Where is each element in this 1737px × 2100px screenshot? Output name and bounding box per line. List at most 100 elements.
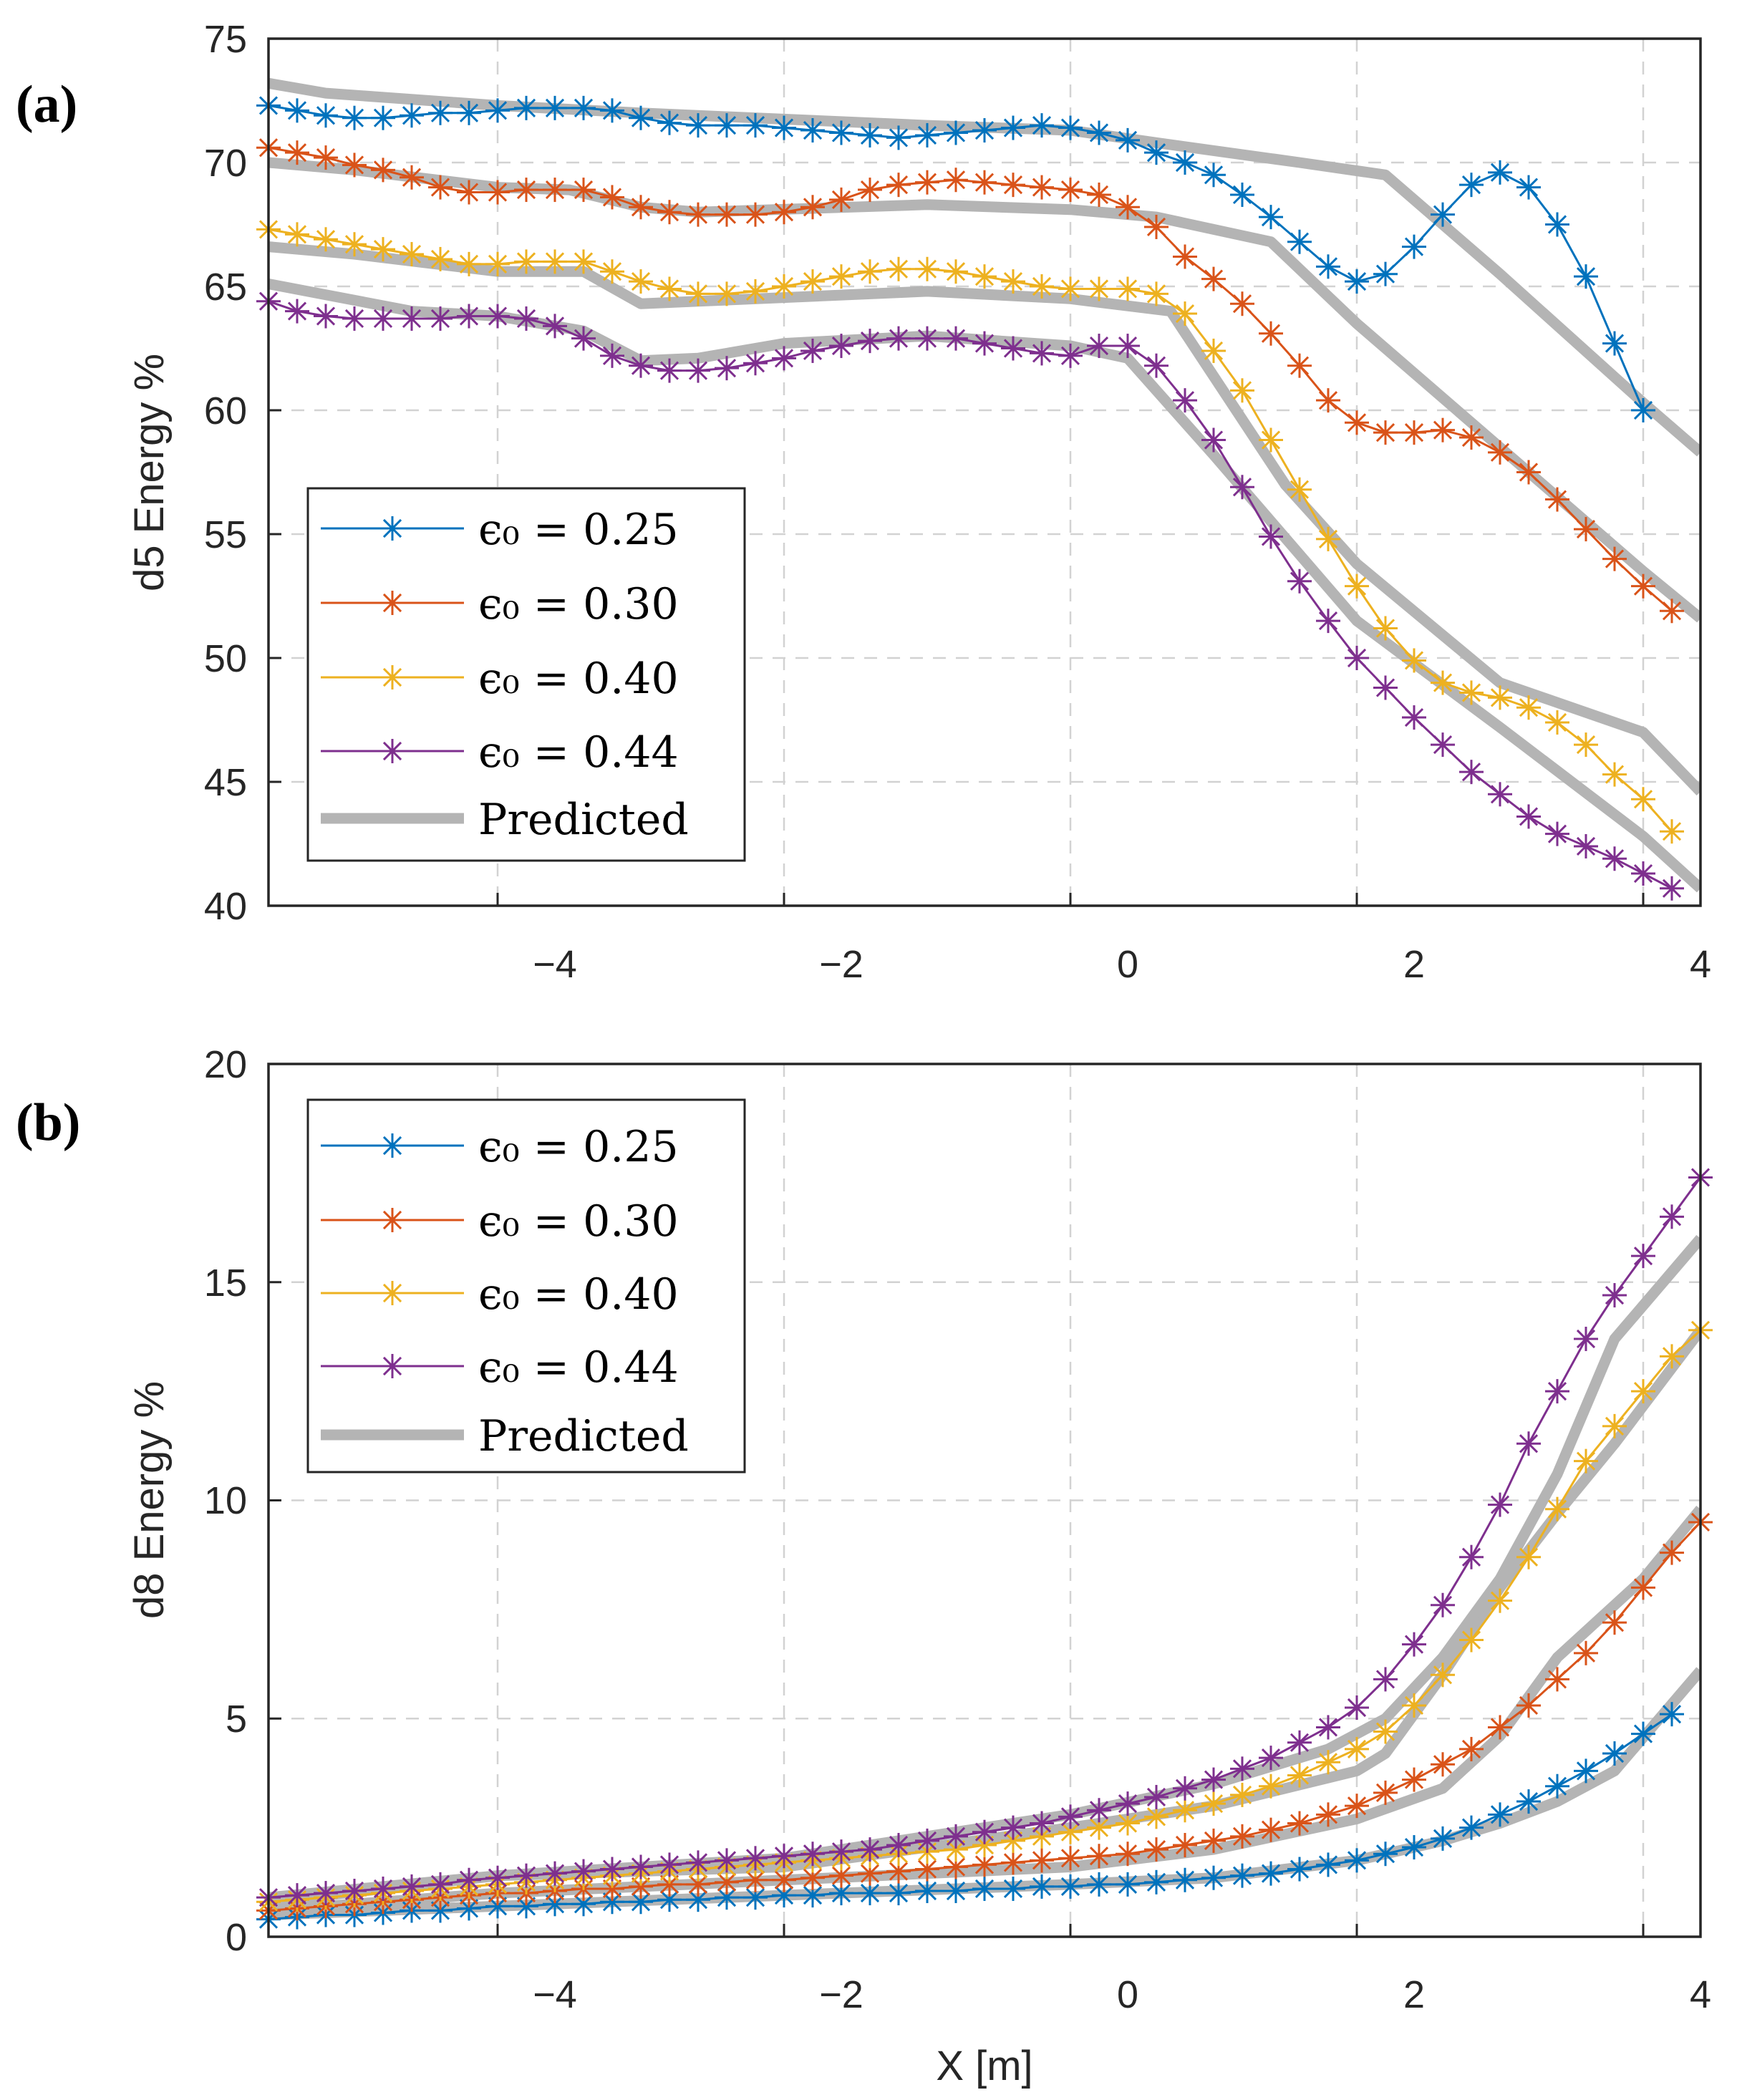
marker-stroke <box>1375 1722 1395 1741</box>
panel-a-y-axis-label: d5 Energy % <box>126 354 173 591</box>
marker-stroke <box>1662 822 1682 841</box>
data-point-marker <box>1144 1784 1169 1809</box>
marker-stroke <box>402 168 422 187</box>
marker-stroke <box>745 205 765 224</box>
marker-stroke <box>631 271 651 291</box>
marker-stroke <box>717 1888 737 1907</box>
data-point-marker <box>285 1883 309 1908</box>
data-point-marker <box>944 326 968 351</box>
data-point-marker <box>1316 526 1340 551</box>
data-point-marker <box>514 249 538 274</box>
panel-b-letter: (b) <box>16 1093 80 1152</box>
marker-stroke <box>574 1862 594 1881</box>
data-point-marker <box>1431 732 1455 758</box>
data-point-marker <box>886 326 911 351</box>
marker-stroke <box>316 147 336 168</box>
marker-stroke <box>1118 198 1138 217</box>
data-point-marker <box>972 170 997 195</box>
marker-stroke <box>1576 836 1596 856</box>
marker-stroke <box>774 118 794 137</box>
panel-a-ytick-label: 60 <box>204 389 247 432</box>
marker-stroke <box>316 106 336 125</box>
marker-stroke <box>1032 1826 1052 1846</box>
marker-stroke <box>1547 712 1567 732</box>
marker-stroke <box>1175 1801 1195 1820</box>
data-point-marker <box>1030 113 1054 138</box>
data-point-marker <box>1087 1815 1111 1840</box>
marker-stroke <box>659 361 679 380</box>
data-point-marker <box>600 185 624 210</box>
marker-stroke <box>803 341 823 361</box>
data-point-marker <box>1316 1802 1340 1827</box>
marker-stroke <box>1232 1826 1252 1846</box>
marker-stroke <box>1118 1874 1138 1894</box>
marker-stroke <box>1576 1329 1596 1349</box>
marker-stroke <box>745 354 765 373</box>
marker-stroke <box>1519 1695 1539 1716</box>
predicted-curve <box>268 241 1700 796</box>
marker-stroke <box>1633 576 1653 596</box>
data-point-marker <box>743 351 768 376</box>
data-point-marker <box>1173 150 1197 175</box>
marker-stroke <box>745 1870 765 1889</box>
data-point-marker <box>1173 1798 1197 1823</box>
marker-stroke <box>1290 1814 1310 1833</box>
marker-stroke <box>1519 178 1539 197</box>
marker-stroke <box>946 1840 966 1859</box>
marker-stroke <box>1232 478 1252 497</box>
marker-stroke <box>382 518 402 538</box>
data-point-marker <box>1488 1588 1512 1613</box>
data-point-marker <box>1488 160 1512 185</box>
marker-stroke <box>1404 1635 1424 1654</box>
marker-stroke <box>1318 529 1338 549</box>
marker-stroke <box>688 205 708 224</box>
data-point-marker <box>800 118 825 143</box>
data-point-marker <box>657 110 682 135</box>
data-point-marker <box>314 227 338 252</box>
panel-a-xtick-label: −2 <box>819 943 863 986</box>
data-point-marker <box>1602 331 1627 356</box>
data-point-marker <box>1144 1869 1169 1895</box>
legend-asterisk-marker <box>380 1281 405 1305</box>
data-point-marker <box>1602 1413 1627 1438</box>
data-point-marker <box>1631 1575 1655 1600</box>
marker-stroke <box>917 1881 937 1901</box>
data-point-marker <box>1316 1852 1340 1877</box>
legend-entry-eps-025: ϵ₀ = 0.25 <box>321 505 679 555</box>
marker-stroke <box>974 267 995 286</box>
marker-stroke <box>1261 1820 1281 1839</box>
marker-stroke <box>1146 284 1166 304</box>
data-point-marker <box>1116 127 1140 153</box>
data-point-marker <box>1574 1640 1598 1665</box>
marker-stroke <box>1318 1753 1338 1772</box>
data-point-marker <box>1345 1736 1369 1761</box>
marker-stroke <box>860 262 880 281</box>
legend-entry-eps-040: ϵ₀ = 0.40 <box>321 1269 679 1320</box>
legend-asterisk-marker <box>380 1133 405 1158</box>
data-point-marker <box>1116 334 1140 359</box>
data-point-marker <box>1230 475 1254 500</box>
marker-stroke <box>917 259 937 279</box>
marker-stroke <box>1204 1831 1224 1850</box>
data-point-marker <box>1545 1774 1569 1799</box>
marker-stroke <box>1576 519 1596 539</box>
data-point-marker <box>571 1859 596 1884</box>
legend-entry-eps-040: ϵ₀ = 0.40 <box>321 654 679 704</box>
data-point-marker <box>972 1819 997 1844</box>
marker-stroke <box>745 281 765 301</box>
marker-stroke <box>1318 391 1338 410</box>
data-point-marker <box>571 95 596 120</box>
marker-stroke <box>1290 571 1310 591</box>
marker-stroke <box>1089 336 1109 356</box>
legend-entry-predicted: Predicted <box>321 1411 689 1461</box>
data-point-marker <box>1001 269 1025 294</box>
marker-stroke <box>1347 648 1367 668</box>
data-point-marker <box>1602 846 1627 871</box>
marker-stroke <box>574 98 594 117</box>
marker-stroke <box>974 1855 995 1874</box>
data-point-marker <box>1087 1872 1111 1897</box>
data-point-marker <box>772 274 796 299</box>
data-point-marker <box>1660 819 1684 844</box>
marker-stroke <box>316 306 336 326</box>
data-point-marker <box>858 1837 882 1862</box>
